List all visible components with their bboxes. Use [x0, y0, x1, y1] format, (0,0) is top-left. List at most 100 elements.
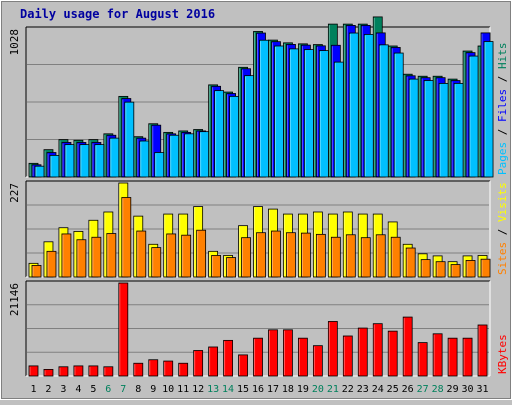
bar-kbytes [58, 366, 69, 377]
bar-pages [124, 101, 135, 178]
bar-fill [256, 232, 266, 278]
bar-fill [238, 354, 248, 377]
bar-fill [405, 247, 416, 278]
bar-kbytes [43, 369, 54, 377]
bar-pages [423, 80, 434, 178]
bar-fill [193, 350, 204, 377]
bar-pages [34, 165, 45, 178]
bar-sites [121, 197, 132, 278]
bar-fill [121, 197, 132, 278]
bar-sites [465, 260, 476, 278]
bar-sites [91, 236, 102, 278]
bar-fill [148, 359, 159, 377]
bar-fill [378, 44, 389, 178]
bar-kbytes [253, 337, 263, 377]
bar-sites [226, 257, 236, 278]
bar-fill [465, 260, 476, 278]
bar-fill [360, 237, 371, 278]
bar-fill [76, 239, 87, 278]
bar-fill [34, 165, 45, 178]
day-label: 7 [120, 384, 126, 395]
bar-fill [139, 140, 150, 178]
bar-fill [330, 236, 341, 278]
bar-fill [253, 337, 263, 377]
legend-part: / [496, 122, 509, 142]
bar-pages [453, 83, 464, 178]
bar-sites [390, 236, 401, 278]
legend-part: Visits [496, 182, 509, 222]
day-label: 19 [297, 384, 309, 395]
bar-fill [223, 339, 233, 377]
bar-sites [151, 247, 162, 278]
legend-part: / [496, 69, 509, 89]
bar-fill [166, 233, 177, 278]
bar-pages [393, 52, 404, 178]
bar-fill [438, 83, 449, 178]
bar-fill [453, 83, 464, 178]
bar-fill [184, 133, 195, 178]
day-label: 27 [417, 384, 429, 395]
bar-kbytes [73, 365, 84, 377]
bar-kbytes [477, 324, 488, 377]
day-label: 28 [432, 384, 444, 395]
day-label: 21 [327, 384, 339, 395]
legend-part: Files [496, 89, 509, 122]
bar-kbytes [342, 335, 353, 377]
bar-fill [301, 232, 311, 278]
bar-kbytes [387, 330, 398, 377]
bar-kbytes [118, 282, 129, 377]
legend-part: Sites [496, 242, 509, 275]
bar-sites [330, 236, 341, 278]
bar-fill [286, 232, 296, 278]
bar-sites [360, 237, 371, 278]
day-label: 8 [135, 384, 141, 395]
bar-sites [211, 255, 222, 278]
bar-kbytes [327, 321, 338, 377]
bar-fill [357, 327, 368, 377]
legend-part: / [496, 222, 509, 242]
panel-legend-label: Pages / Files / Hits [496, 43, 509, 176]
bar-fill [450, 264, 461, 278]
day-label: 22 [342, 384, 354, 395]
bar-kbytes [312, 345, 323, 377]
bar-pages [378, 44, 389, 178]
bar-kbytes [268, 329, 278, 377]
bar-pages [363, 34, 374, 178]
day-label: 20 [312, 384, 324, 395]
bar-fill [345, 234, 356, 278]
bar-sites [286, 232, 296, 278]
bar-pages [94, 144, 105, 178]
axis-max-label: 227 [8, 183, 21, 203]
bar-fill [244, 75, 254, 178]
bar-kbytes [148, 359, 159, 377]
bar-pages [199, 131, 210, 178]
day-label: 26 [402, 384, 414, 395]
bar-fill [393, 52, 404, 178]
bar-sites [76, 239, 87, 278]
bar-fill [312, 345, 323, 377]
bar-kbytes [238, 354, 248, 377]
bar-fill [408, 78, 419, 178]
bar-sites [46, 250, 57, 278]
bar-pages [109, 137, 120, 178]
bar-fill [43, 369, 54, 377]
bar-fill [28, 365, 39, 377]
bar-fill [229, 95, 239, 178]
bar-sites [271, 230, 281, 278]
day-label: 2 [45, 384, 51, 395]
bar-fill [64, 144, 75, 178]
bar-fill [109, 137, 120, 178]
bar-fill [94, 144, 105, 178]
bar-fill [31, 265, 42, 278]
bar-sites [450, 264, 461, 278]
bar-fill [214, 90, 225, 178]
bar-fill [226, 257, 236, 278]
day-label: 13 [207, 384, 219, 395]
bar-fill [387, 330, 398, 377]
bar-pages [304, 49, 314, 178]
bar-fill [154, 152, 165, 178]
bar-sites [181, 234, 192, 278]
bar-pages [154, 152, 165, 178]
